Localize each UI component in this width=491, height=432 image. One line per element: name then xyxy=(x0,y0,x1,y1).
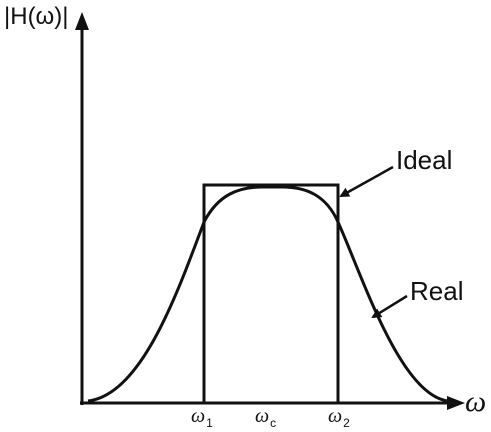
real-label: Real xyxy=(410,276,464,306)
omega-c-label: ωc xyxy=(255,405,277,430)
x-axis-arrowhead xyxy=(447,396,465,410)
real-pointer-arrow xyxy=(371,294,408,319)
ideal-label: Ideal xyxy=(396,145,453,175)
omega-2-label: ω2 xyxy=(328,405,350,430)
ideal-pointer-arrow xyxy=(339,165,394,198)
x-axis-label: ω xyxy=(465,385,487,418)
real-response-curve xyxy=(87,185,449,403)
omega-1-label: ω1 xyxy=(191,405,213,430)
y-axis-arrowhead xyxy=(75,12,89,30)
y-axis-label: |H(ω)| xyxy=(4,3,69,30)
ideal-response-curve xyxy=(202,183,340,403)
